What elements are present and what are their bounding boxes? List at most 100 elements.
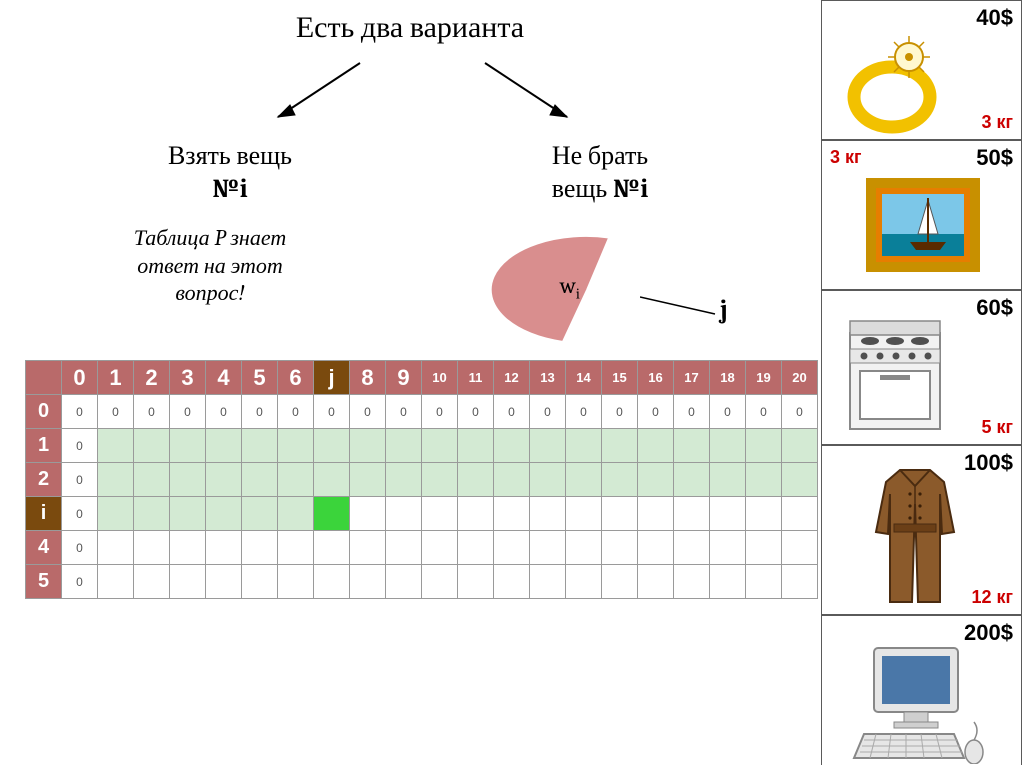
arrow-left-icon <box>260 55 370 135</box>
dp-row-header: 0 <box>26 395 62 429</box>
dp-cell <box>674 497 710 531</box>
item-painting-price: 50$ <box>976 145 1013 171</box>
dp-cell <box>278 429 314 463</box>
dp-cell <box>710 429 746 463</box>
dp-cell <box>314 463 350 497</box>
dp-cell <box>530 497 566 531</box>
dp-cell: 0 <box>98 395 134 429</box>
dp-cell <box>350 565 386 599</box>
dp-col-header: 19 <box>746 361 782 395</box>
dp-cell <box>782 497 818 531</box>
dp-cell <box>278 531 314 565</box>
dp-cell <box>422 429 458 463</box>
dp-cell <box>350 463 386 497</box>
dp-cell <box>98 429 134 463</box>
dp-cell <box>458 497 494 531</box>
subtext-l3: вопрос! <box>175 280 244 306</box>
dp-cell: 0 <box>746 395 782 429</box>
dp-cell <box>206 565 242 599</box>
dp-cell <box>386 463 422 497</box>
stove-icon <box>840 319 950 437</box>
dp-cell <box>242 429 278 463</box>
dp-cell <box>530 565 566 599</box>
dp-col-header: 1 <box>98 361 134 395</box>
pie-label-wi: wi <box>560 273 580 302</box>
dp-cell <box>674 429 710 463</box>
dp-cell: 0 <box>62 463 98 497</box>
painting-icon <box>864 176 982 276</box>
dp-cell <box>494 429 530 463</box>
dp-cell <box>98 565 134 599</box>
pie-label-j: j <box>720 295 728 325</box>
dp-cell <box>278 565 314 599</box>
dp-cell <box>494 497 530 531</box>
dp-cell <box>566 429 602 463</box>
dp-cell: 0 <box>350 395 386 429</box>
item-stove-price: 60$ <box>976 295 1013 321</box>
item-ring-weight: 3 кг <box>981 112 1013 133</box>
dp-cell <box>134 497 170 531</box>
dp-col-header: 15 <box>602 361 638 395</box>
dp-cell <box>782 565 818 599</box>
dp-col-header: 18 <box>710 361 746 395</box>
dp-col-header: 9 <box>386 361 422 395</box>
dp-cell <box>206 531 242 565</box>
dp-cell: 0 <box>62 497 98 531</box>
dp-cell <box>602 565 638 599</box>
dp-cell <box>350 497 386 531</box>
dp-cell <box>638 497 674 531</box>
dp-cell: 0 <box>782 395 818 429</box>
dp-cell: 0 <box>62 429 98 463</box>
dp-col-header: 3 <box>170 361 206 395</box>
dp-row-header: 2 <box>26 463 62 497</box>
dp-col-header: 17 <box>674 361 710 395</box>
dp-cell <box>134 429 170 463</box>
dp-cell <box>386 531 422 565</box>
item-computer-price: 200$ <box>964 620 1013 646</box>
dp-cell: 0 <box>170 395 206 429</box>
table-knows-text: Таблица P знает ответ на этот вопрос! <box>70 225 350 308</box>
dp-col-header: 10 <box>422 361 458 395</box>
pie-slice-left <box>491 236 609 341</box>
dp-cell <box>638 565 674 599</box>
dp-cell <box>314 565 350 599</box>
branch-right-line1: Не брать <box>552 141 648 171</box>
item-coat-weight: 12 кг <box>971 587 1013 608</box>
dp-cell: 0 <box>638 395 674 429</box>
dp-cell <box>350 531 386 565</box>
pie-chart <box>490 235 685 345</box>
dp-cell: 0 <box>242 395 278 429</box>
dp-cell <box>710 463 746 497</box>
dp-cell <box>458 463 494 497</box>
dp-col-header: 4 <box>206 361 242 395</box>
dp-cell <box>98 531 134 565</box>
dp-cell <box>638 463 674 497</box>
subtext-l1: Таблица P знает <box>134 225 286 251</box>
dp-cell <box>566 497 602 531</box>
item-stove: 60$ 5 кг <box>821 290 1022 445</box>
dp-col-header: 16 <box>638 361 674 395</box>
dp-cell <box>566 565 602 599</box>
dp-cell: 0 <box>458 395 494 429</box>
branch-left-line1: Взять вещь <box>168 141 292 171</box>
dp-cell <box>314 531 350 565</box>
dp-cell <box>458 429 494 463</box>
subtext-l2: ответ на этот <box>137 253 283 279</box>
dp-cell: 0 <box>62 531 98 565</box>
dp-cell <box>710 565 746 599</box>
dp-col-header: 12 <box>494 361 530 395</box>
dp-col-header: 6 <box>278 361 314 395</box>
dp-col-header: 2 <box>134 361 170 395</box>
dp-table: 0123456j89101112131415161718192000000000… <box>25 360 818 599</box>
dp-cell <box>422 565 458 599</box>
dp-row-header: i <box>26 497 62 531</box>
pie-leader-icon <box>640 292 730 322</box>
dp-cell: 0 <box>530 395 566 429</box>
dp-cell <box>170 497 206 531</box>
dp-cell <box>170 565 206 599</box>
dp-cell <box>746 531 782 565</box>
dp-cell <box>98 463 134 497</box>
item-coat: 100$ 12 кг <box>821 445 1022 615</box>
branch-left-line2: №i <box>212 174 247 204</box>
dp-cell: 0 <box>206 395 242 429</box>
